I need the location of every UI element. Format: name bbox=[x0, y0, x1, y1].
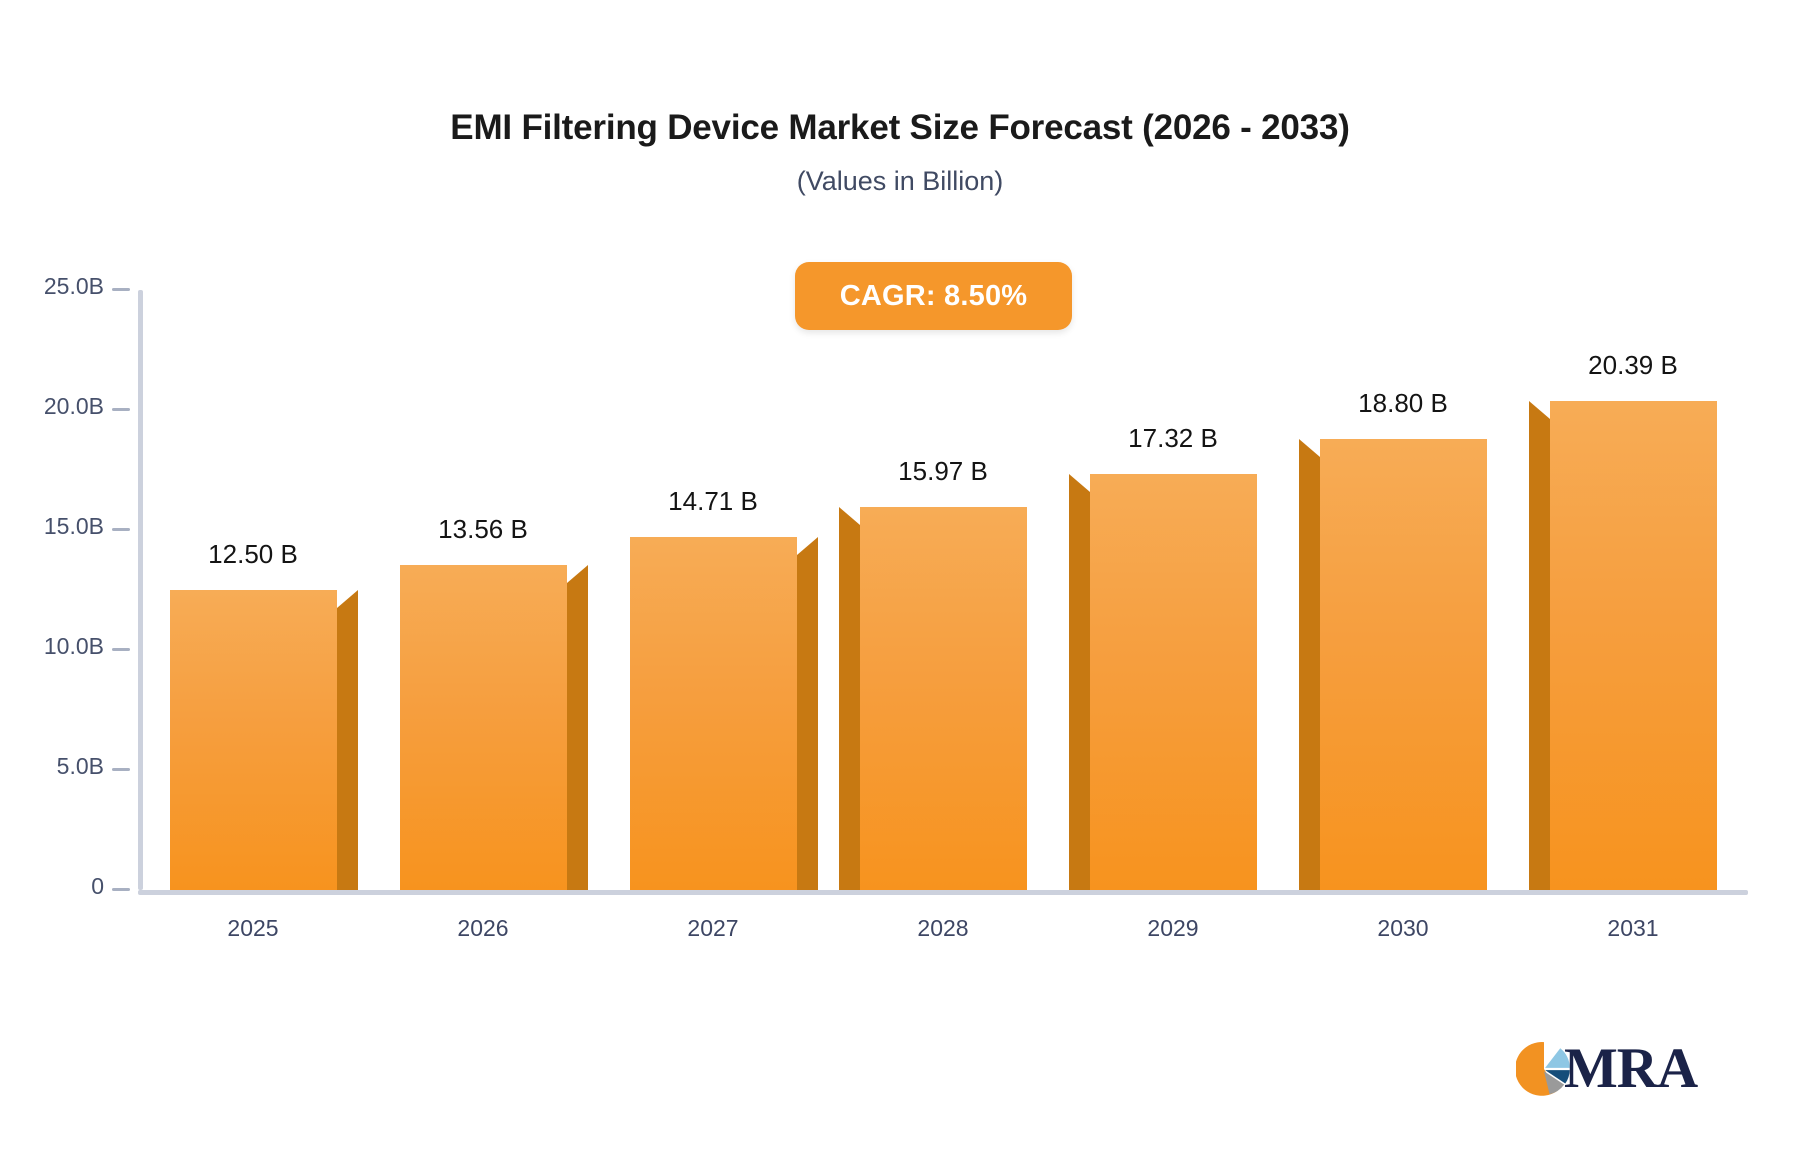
x-axis-category-label: 2031 bbox=[1607, 915, 1659, 941]
x-axis-category-label: 2026 bbox=[457, 915, 509, 941]
logo-wordmark: MRA bbox=[1564, 1037, 1698, 1100]
brand-logo: MRA bbox=[1516, 1037, 1698, 1100]
x-axis-category-label: 2025 bbox=[227, 915, 279, 941]
bar-series: 12.50 B 2025 13.56 B 2026 14.71 B 2027 15.97 B… bbox=[138, 290, 1748, 941]
bar-column[interactable]: 14.71 B 2027 bbox=[629, 290, 818, 941]
bar-3d-side bbox=[1068, 492, 1090, 890]
bar-fill bbox=[399, 564, 588, 890]
y-axis-line bbox=[138, 290, 143, 890]
y-axis-tick-label: 0 bbox=[91, 873, 104, 899]
bar-value-label: 14.71 B bbox=[668, 485, 758, 516]
y-axis-tick-label: 10.0B bbox=[43, 633, 104, 659]
x-axis-category-label: 2029 bbox=[1147, 915, 1199, 941]
bar-3d-side bbox=[1528, 418, 1550, 890]
bar-3d-side bbox=[838, 524, 860, 890]
bar-column[interactable]: 18.80 B 2030 bbox=[1298, 290, 1487, 941]
bar-value-label: 15.97 B bbox=[898, 455, 988, 486]
bar-column[interactable]: 13.56 B 2026 bbox=[399, 290, 588, 941]
y-axis-tick-label: 5.0B bbox=[56, 753, 104, 779]
bar-value-label: 12.50 B bbox=[208, 539, 298, 569]
y-axis-tick-label: 15.0B bbox=[43, 513, 104, 539]
title-block: EMI Filtering Device Market Size Forecas… bbox=[0, 108, 1800, 197]
bar-column[interactable]: 17.32 B 2029 bbox=[1068, 290, 1257, 941]
pie-chart-icon bbox=[1516, 1041, 1570, 1096]
bar-column[interactable]: 15.97 B 2028 bbox=[838, 290, 1027, 941]
bar-3d-side bbox=[566, 582, 588, 890]
y-axis-tick-mark bbox=[112, 288, 130, 291]
y-axis-tick-mark bbox=[112, 888, 130, 891]
y-axis-tick-mark bbox=[112, 408, 130, 411]
bar-fill bbox=[1068, 474, 1257, 890]
cagr-badge-label: CAGR: 8.50% bbox=[839, 279, 1028, 312]
chart-title: EMI Filtering Device Market Size Forecas… bbox=[450, 108, 1350, 147]
plot-area: 0 5.0B 10.0B 15.0B 20.0B 25.0B 12.50 B 2025 13.… bbox=[44, 273, 1748, 941]
bar-fill bbox=[1298, 438, 1487, 890]
bar-fill bbox=[629, 536, 818, 890]
y-axis-tick-label: 20.0B bbox=[43, 393, 104, 419]
cagr-badge: CAGR: 8.50% bbox=[795, 262, 1072, 330]
bar-column[interactable]: 20.39 B 2031 bbox=[1528, 290, 1717, 941]
chart-subtitle: (Values in Billion) bbox=[796, 166, 1004, 197]
bar-fill bbox=[1528, 400, 1717, 890]
bar-3d-side bbox=[796, 554, 818, 890]
bar-fill bbox=[838, 506, 1027, 890]
bar-value-label: 13.56 B bbox=[438, 513, 528, 544]
bar-fill bbox=[169, 590, 358, 890]
bar-value-label: 17.32 B bbox=[1128, 423, 1218, 454]
x-axis-category-label: 2027 bbox=[687, 915, 739, 941]
bar-value-label: 18.80 B bbox=[1358, 387, 1448, 418]
y-axis-tick-mark bbox=[112, 648, 130, 651]
y-axis-tick-label: 25.0B bbox=[43, 273, 104, 299]
bar-3d-side bbox=[1298, 456, 1320, 890]
bar-column[interactable]: 12.50 B 2025 bbox=[169, 290, 358, 941]
x-axis-category-label: 2030 bbox=[1377, 915, 1429, 941]
bar-value-label: 20.39 B bbox=[1588, 349, 1678, 380]
y-axis-tick-mark bbox=[112, 768, 130, 771]
bar-3d-side bbox=[336, 608, 358, 890]
x-axis-line bbox=[138, 890, 1748, 895]
x-axis-category-label: 2028 bbox=[917, 915, 969, 941]
y-axis-tick-mark bbox=[112, 528, 130, 531]
